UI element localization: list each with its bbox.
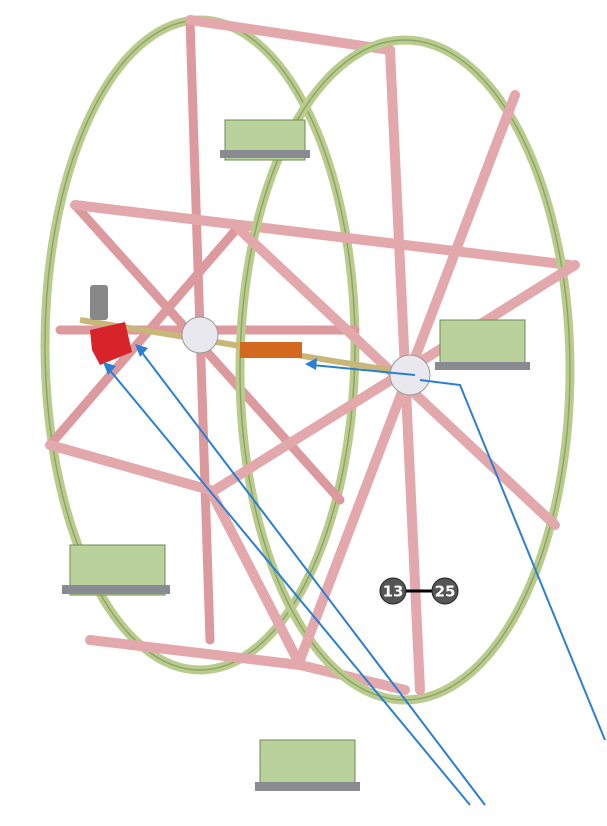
illustration: 13 25 <box>0 0 607 826</box>
gray-part <box>90 285 108 320</box>
step-label: 13 <box>383 583 404 601</box>
back-hub <box>182 317 218 353</box>
orange-rod <box>240 342 302 358</box>
step-label: 25 <box>435 583 456 601</box>
